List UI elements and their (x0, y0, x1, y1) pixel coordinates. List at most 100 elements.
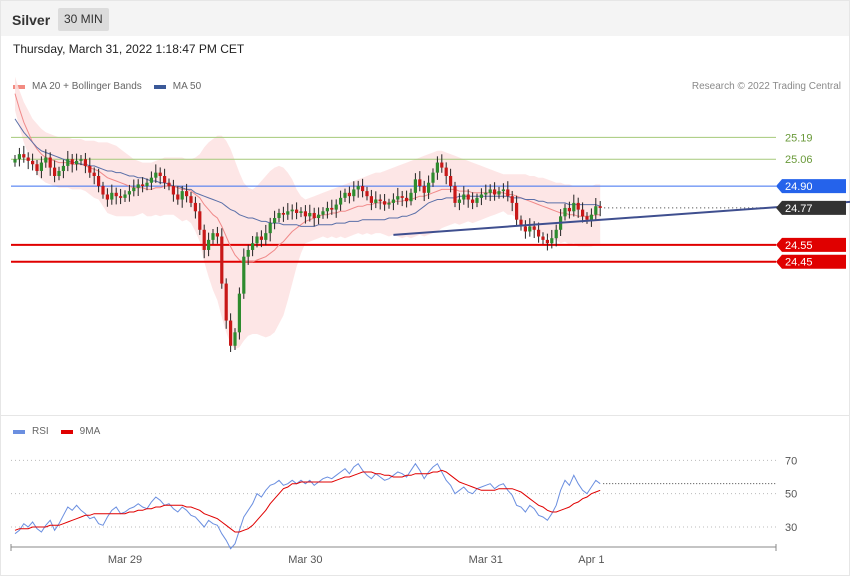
candle-body (13, 159, 17, 163)
candle-body (185, 191, 189, 197)
candle-body (321, 211, 325, 215)
candle-body (334, 204, 338, 210)
candle-body (303, 211, 307, 217)
candle-body (141, 184, 145, 187)
timeframe-button[interactable]: 30 MIN (58, 8, 109, 31)
candle-body (515, 202, 519, 220)
candle-body (347, 192, 351, 197)
rsi-tick-label: 50 (785, 489, 797, 501)
rsi-ma-legend-label: 9MA (79, 426, 101, 437)
candle-body (501, 189, 505, 192)
bollinger-band-area (15, 76, 601, 350)
price-label-24-45: 24.45 (785, 257, 813, 269)
candle-body (519, 219, 523, 227)
candle-body (193, 202, 197, 212)
candle-body (145, 182, 149, 187)
candle-body (563, 207, 567, 217)
research-credit: Research © 2022 Trading Central (691, 81, 841, 92)
candle-body (17, 154, 21, 160)
price-label-24-55: 24.55 (785, 240, 813, 252)
candle-body (202, 229, 206, 250)
candle-body (295, 209, 299, 213)
candle-body (475, 197, 479, 203)
candle-body (127, 191, 131, 195)
candle-body (405, 197, 409, 202)
candle-body (211, 233, 215, 240)
candle-body (493, 189, 497, 195)
rsi-ma-legend-swatch (60, 429, 73, 434)
price-label-24-90: 24.90 (785, 181, 813, 193)
candle-body (545, 239, 549, 244)
candle-body (286, 211, 290, 215)
ma50-legend-swatch (153, 84, 166, 89)
candle-body (101, 186, 105, 195)
price-tag-24-55 (776, 237, 846, 252)
candle-body (35, 164, 39, 171)
candle-body (220, 236, 224, 284)
candle-body (66, 159, 70, 166)
candle-body (75, 160, 79, 165)
candle-body (387, 202, 391, 205)
candle-body (361, 186, 365, 192)
candle-body (567, 207, 571, 212)
rsi-tick-label: 70 (785, 455, 797, 467)
rsi-tick-label: 30 (785, 522, 797, 534)
candle-body (242, 256, 246, 294)
candle-body (154, 172, 158, 178)
candle-body (119, 196, 123, 198)
candle-body (97, 176, 101, 187)
candle-body (365, 191, 369, 197)
candle-body (299, 211, 303, 213)
candle-body (449, 176, 453, 187)
price-label-24-77: 24.77 (785, 203, 813, 215)
candle-body (268, 223, 272, 234)
chart-datetime: Thursday, March 31, 2022 1:18:47 PM CET (13, 42, 245, 56)
candle-body (48, 157, 52, 168)
candle-body (136, 184, 140, 188)
candle-body (79, 159, 83, 161)
candle-body (325, 207, 329, 212)
candle-body (479, 194, 483, 198)
candle-body (413, 179, 417, 193)
candle-body (57, 170, 61, 176)
x-tick-label: Apr 1 (578, 554, 604, 566)
candle-body (466, 194, 470, 200)
ma50-legend-label: MA 50 (172, 81, 202, 92)
x-tick-label: Mar 31 (469, 554, 503, 566)
candle-body (317, 214, 321, 219)
candle-body (273, 218, 277, 224)
rsi-ma-line (14, 469, 601, 533)
candle-body (374, 199, 378, 203)
candle-body (343, 192, 347, 198)
candle-body (88, 165, 92, 173)
main-legend: MA 20 + Bollinger Bands MA 50 (13, 81, 201, 92)
candle-body (471, 199, 475, 203)
candle-body (277, 212, 281, 219)
candle-body (506, 189, 510, 197)
candle-body (180, 191, 184, 200)
candle-body (312, 212, 316, 219)
price-tag-24-45 (776, 254, 846, 269)
candle-body (132, 187, 136, 192)
candle-body (589, 214, 593, 220)
candle-body (400, 196, 404, 198)
candle-body (352, 189, 356, 197)
candle-body (453, 186, 457, 203)
candle-body (163, 176, 167, 183)
panel-divider (1, 415, 849, 416)
candle-body (167, 182, 171, 187)
candle-body (356, 186, 360, 190)
candle-body (457, 199, 461, 203)
candle-body (554, 229, 558, 239)
candle-body (189, 196, 193, 203)
price-label-25-06: 25.06 (785, 154, 813, 166)
price-tag-24-77 (776, 200, 846, 215)
candle-body (581, 209, 585, 217)
candle-body (22, 154, 26, 158)
candle-body (330, 207, 334, 210)
candle-body (431, 172, 435, 183)
candle-body (215, 233, 219, 237)
candle-body (224, 283, 228, 321)
candle-body (83, 159, 87, 166)
candle-body (383, 201, 387, 205)
